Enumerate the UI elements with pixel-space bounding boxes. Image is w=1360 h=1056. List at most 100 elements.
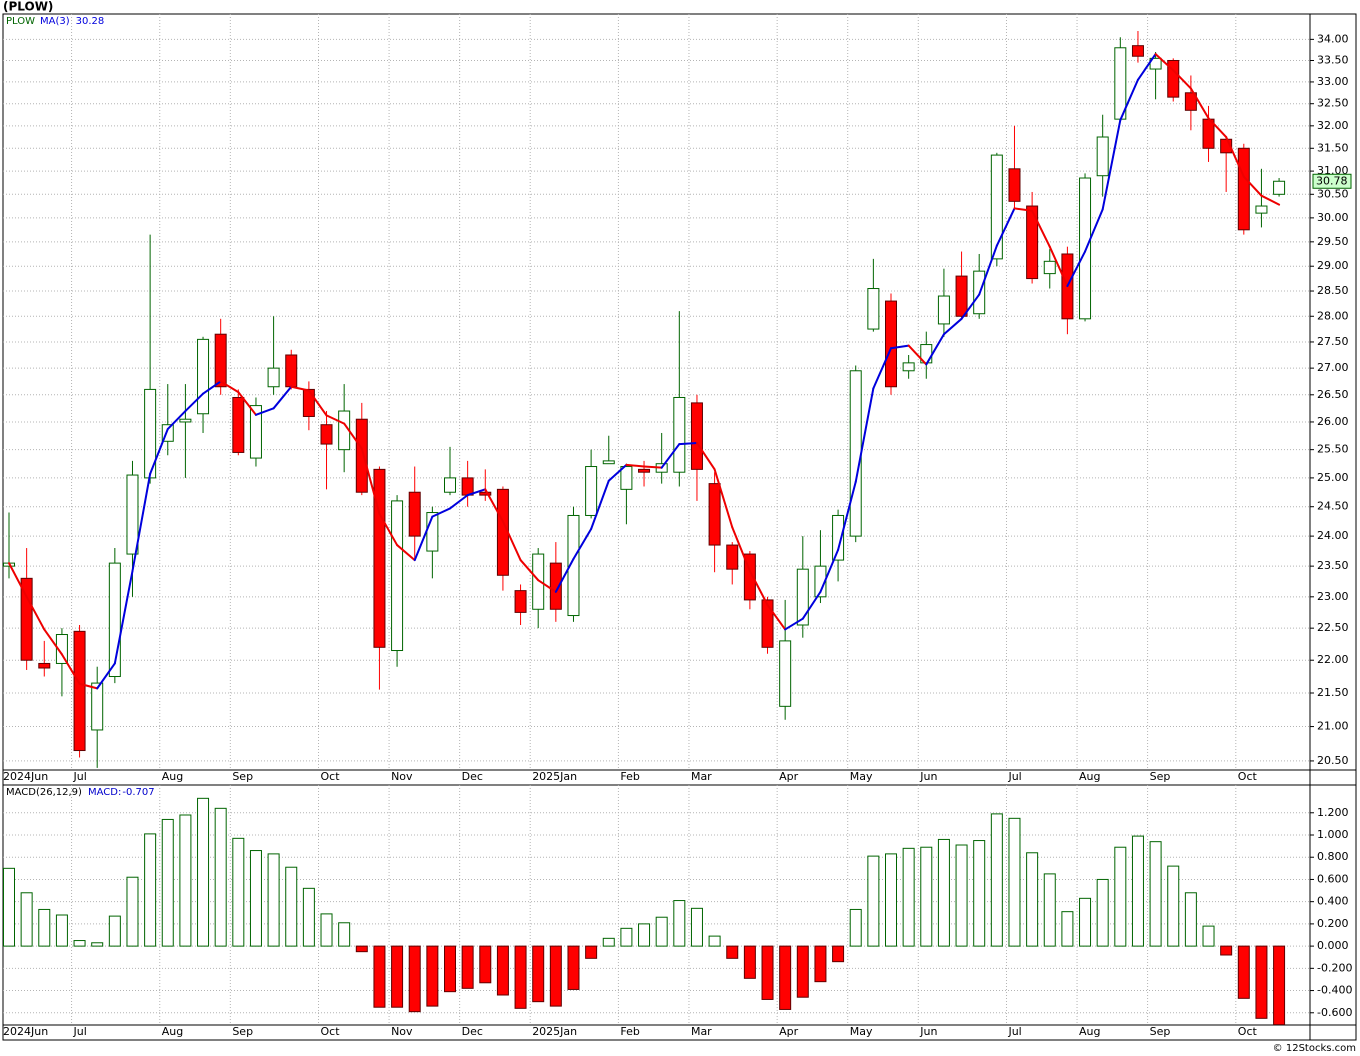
macd-bar bbox=[249, 850, 262, 947]
y-tick-label: -0.400 bbox=[1317, 984, 1352, 997]
macd-bar bbox=[479, 945, 492, 984]
macd-bar bbox=[937, 838, 950, 947]
candle-body bbox=[743, 553, 756, 601]
candle-body bbox=[990, 154, 1003, 260]
ma-line bbox=[748, 570, 769, 606]
ma-line bbox=[925, 333, 945, 366]
x-tick-label: Sep bbox=[232, 770, 253, 783]
ma-line bbox=[1119, 78, 1139, 122]
candle-body bbox=[1008, 168, 1021, 202]
ma-line bbox=[272, 385, 293, 410]
y-tick-label: 0.400 bbox=[1317, 895, 1349, 908]
candle-body bbox=[55, 634, 68, 664]
y-tick-label: 0.000 bbox=[1317, 939, 1349, 952]
macd-bar bbox=[920, 846, 933, 947]
macd-bar bbox=[814, 945, 827, 983]
y-tick-label: 24.50 bbox=[1317, 500, 1349, 513]
x-tick-label: Jul bbox=[1007, 770, 1021, 783]
x-tick-label: Jun bbox=[919, 1025, 937, 1038]
x-tick-label: Apr bbox=[779, 1025, 799, 1038]
ma-line bbox=[1189, 87, 1210, 120]
candle-body bbox=[1273, 180, 1286, 195]
macd-bar bbox=[91, 942, 104, 947]
macd-bar bbox=[338, 922, 351, 947]
macd-bar bbox=[267, 853, 280, 947]
x-tick-label: Dec bbox=[462, 770, 483, 783]
macd-bar bbox=[1043, 873, 1056, 947]
candle-body bbox=[955, 275, 968, 317]
ma-line bbox=[431, 507, 451, 518]
ma-line bbox=[96, 662, 116, 690]
macd-bar bbox=[1220, 945, 1233, 956]
y-tick-label: 20.50 bbox=[1317, 754, 1349, 767]
ma-line bbox=[854, 387, 875, 483]
x-tick-label: 2025Jan bbox=[532, 1025, 577, 1038]
x-tick-label: Aug bbox=[1079, 1025, 1100, 1038]
macd-bar bbox=[1149, 841, 1162, 947]
macd-bar bbox=[620, 927, 633, 947]
ma-line bbox=[1048, 245, 1069, 288]
ma-line bbox=[78, 682, 99, 690]
macd-bar bbox=[655, 916, 668, 947]
macd-bar bbox=[990, 813, 1003, 947]
y-tick-label: 34.00 bbox=[1317, 32, 1349, 45]
ma-line bbox=[396, 544, 416, 562]
candle-body bbox=[249, 405, 262, 459]
x-tick-label: Oct bbox=[1238, 1025, 1258, 1038]
ma-line bbox=[1225, 136, 1245, 178]
y-tick-label: 27.50 bbox=[1317, 335, 1349, 348]
macd-bar bbox=[461, 945, 474, 989]
macd-bar bbox=[1008, 817, 1021, 947]
ma-line bbox=[819, 548, 840, 593]
x-tick-label: Oct bbox=[321, 1025, 341, 1038]
ma-line bbox=[113, 570, 134, 665]
candle-body bbox=[267, 367, 280, 388]
legend-ticker: PLOW bbox=[6, 16, 35, 27]
macd-bar bbox=[1255, 945, 1268, 1019]
candle-body bbox=[285, 354, 298, 388]
macd-bar bbox=[585, 945, 598, 959]
ma-line bbox=[1242, 175, 1263, 197]
candle-body bbox=[514, 590, 527, 613]
y-tick-label: 27.00 bbox=[1317, 361, 1349, 374]
macd-bar bbox=[214, 807, 227, 947]
ma-line bbox=[149, 428, 169, 475]
candle-body bbox=[1167, 59, 1180, 98]
candle-body bbox=[532, 553, 545, 610]
macd-bar bbox=[532, 945, 545, 1003]
y-tick-label: 30.50 bbox=[1317, 187, 1349, 200]
y-tick-label: 24.00 bbox=[1317, 529, 1349, 542]
candle-body bbox=[549, 562, 562, 610]
price-plot bbox=[3, 14, 1310, 770]
candle-body bbox=[849, 370, 862, 537]
ma-line bbox=[219, 380, 240, 394]
ma-line bbox=[449, 494, 469, 510]
macd-bar bbox=[285, 866, 298, 947]
y-tick-label: 33.50 bbox=[1317, 53, 1349, 66]
candle-body bbox=[108, 562, 121, 678]
ma-line bbox=[25, 595, 46, 631]
ma-line bbox=[202, 380, 222, 395]
ma-line bbox=[237, 391, 257, 416]
ma-line bbox=[872, 347, 892, 390]
ma-line bbox=[766, 603, 787, 631]
candle-body bbox=[1114, 47, 1127, 120]
macd-bar bbox=[391, 945, 404, 1008]
ma-line bbox=[254, 407, 275, 416]
ma-line bbox=[660, 443, 681, 469]
chart-title: (PLOW) bbox=[3, 0, 53, 14]
x-tick-label: Mar bbox=[691, 1025, 712, 1038]
ma-line bbox=[343, 422, 363, 450]
macd-bar bbox=[885, 853, 897, 947]
macd-bar bbox=[320, 913, 333, 947]
macd-bar bbox=[126, 876, 139, 947]
candle-body bbox=[867, 288, 880, 330]
y-tick-label: 21.00 bbox=[1317, 720, 1349, 733]
x-tick-label: Feb bbox=[620, 770, 639, 783]
ma-line bbox=[995, 207, 1016, 247]
y-tick-label: 29.50 bbox=[1317, 235, 1349, 248]
candle-body bbox=[461, 477, 474, 496]
candle-body bbox=[496, 488, 509, 576]
y-tick-label: 21.50 bbox=[1317, 686, 1349, 699]
macd-bar bbox=[849, 908, 862, 947]
